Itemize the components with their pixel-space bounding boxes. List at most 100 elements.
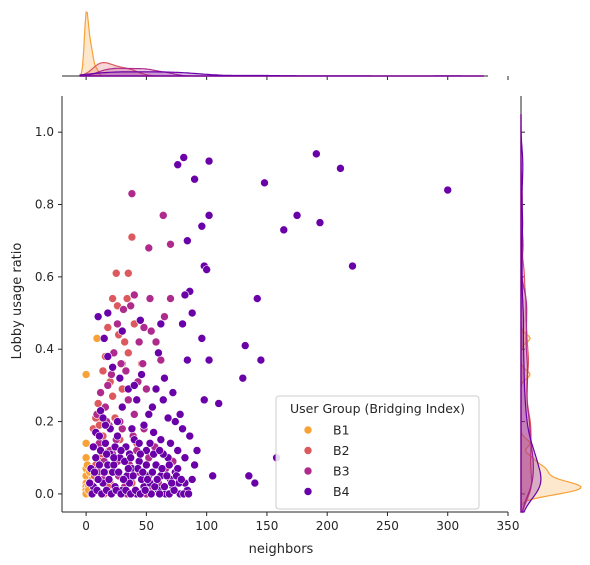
point-b4	[171, 417, 180, 426]
y-tick-label: 0.4	[35, 342, 54, 356]
point-b4	[130, 381, 139, 390]
point-b4	[312, 149, 321, 159]
point-b4	[164, 460, 174, 470]
point-b4	[150, 482, 160, 491]
point-b4	[202, 265, 211, 274]
point-b3	[117, 424, 127, 434]
legend-marker-b3	[303, 466, 313, 476]
point-b4	[124, 464, 133, 473]
point-b4	[160, 373, 169, 383]
main-axes: 0 50 100 150 200 250 300 350 0.0 0.2 0.4 0.6 0.8 1.0	[35, 96, 520, 533]
point-b3	[158, 211, 168, 220]
point-b4	[140, 485, 150, 495]
point-b4	[148, 402, 157, 412]
point-b4	[139, 420, 149, 430]
point-b3	[124, 395, 133, 405]
point-b4	[260, 178, 269, 188]
point-b4	[155, 446, 164, 455]
point-b4	[244, 471, 254, 481]
point-b2	[127, 232, 137, 242]
point-b4	[109, 460, 119, 470]
point-b4	[113, 417, 122, 426]
point-b3	[130, 290, 139, 300]
y-tick-label: 0.8	[35, 198, 54, 212]
legend: User Group (Bridging Index) B1 B2 B3 B4	[275, 395, 480, 510]
point-b4	[315, 218, 325, 227]
point-b4	[190, 460, 199, 470]
legend-marker-b1	[303, 425, 313, 435]
point-b4	[85, 478, 95, 488]
point-b4	[238, 373, 248, 383]
point-b4	[199, 395, 209, 405]
point-b2	[124, 268, 133, 278]
point-b4	[126, 453, 136, 463]
point-b4	[116, 446, 126, 455]
point-b4	[113, 431, 122, 441]
point-b4	[190, 174, 199, 184]
point-b4	[149, 428, 158, 437]
x-tick-label: 350	[497, 519, 520, 533]
point-b4	[166, 438, 175, 448]
point-b3	[96, 388, 105, 397]
point-b4	[443, 185, 453, 195]
point-b4	[156, 435, 166, 444]
point-b3	[166, 240, 175, 249]
point-b3	[134, 337, 144, 347]
point-b4	[187, 475, 197, 484]
point-b4	[197, 221, 207, 231]
point-b1	[81, 453, 91, 463]
point-b4	[95, 460, 104, 470]
point-b3	[144, 243, 154, 253]
point-b3	[121, 366, 131, 376]
point-b2	[103, 323, 113, 332]
point-b4	[151, 384, 161, 394]
point-b3	[139, 323, 149, 332]
point-b3	[113, 319, 122, 329]
point-b4	[102, 449, 111, 459]
point-b3	[107, 370, 116, 379]
point-b1	[92, 334, 102, 343]
point-b3	[119, 305, 128, 314]
point-b1	[81, 370, 91, 379]
point-b4	[134, 438, 144, 448]
legend-marker-b4	[303, 487, 313, 496]
point-b3	[145, 294, 155, 303]
point-b3	[156, 355, 166, 365]
point-b4	[256, 355, 266, 365]
y-tick-label: 0.2	[35, 415, 54, 429]
point-b4	[99, 334, 109, 343]
point-b4	[177, 475, 186, 484]
point-b4	[173, 446, 183, 455]
legend-label-b4: B4	[333, 484, 350, 499]
point-b4	[155, 489, 164, 499]
point-b4	[180, 290, 190, 300]
point-b2	[111, 268, 121, 278]
right-kde-b4	[520, 114, 542, 513]
point-b4	[98, 413, 108, 423]
point-b4	[336, 164, 345, 173]
point-b3	[138, 359, 148, 368]
point-b4	[192, 446, 202, 455]
point-b4	[204, 355, 214, 365]
point-b4	[103, 308, 113, 318]
point-b4	[96, 406, 105, 416]
x-tick-label: 50	[139, 519, 154, 533]
point-b4	[91, 453, 101, 463]
point-b4	[160, 482, 169, 491]
y-tick-label: 0.6	[35, 270, 54, 284]
point-b4	[183, 236, 192, 245]
point-b4	[152, 475, 162, 484]
point-b2	[108, 391, 117, 401]
point-b3	[151, 337, 161, 347]
point-b4	[115, 373, 125, 383]
x-tick-label: 200	[316, 519, 339, 533]
point-b4	[93, 475, 103, 484]
point-b4	[240, 341, 250, 350]
point-b3	[146, 326, 156, 336]
top-kde-b4	[79, 71, 484, 77]
legend-marker-b2	[303, 446, 313, 455]
point-b3	[116, 359, 126, 368]
point-b4	[204, 211, 214, 220]
legend-label-b2: B2	[333, 443, 350, 458]
